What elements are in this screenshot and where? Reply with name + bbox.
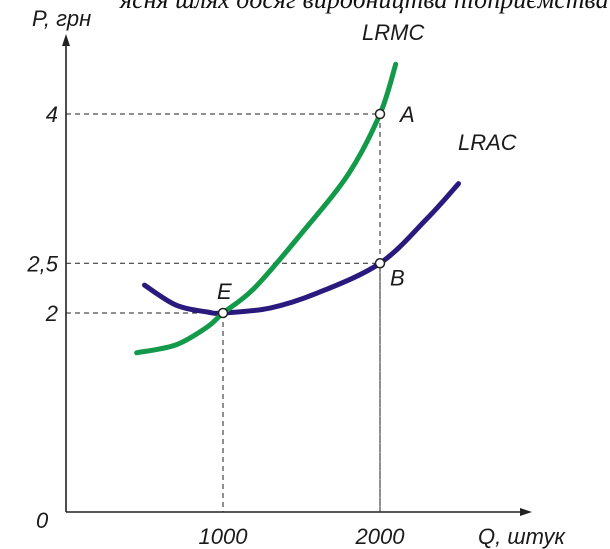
point-a xyxy=(374,108,386,120)
origin-label: 0 xyxy=(36,508,49,533)
point-b xyxy=(374,258,386,269)
x-tick-label: 1000 xyxy=(199,524,249,549)
series-label-lrac: LRAC xyxy=(458,130,517,155)
x-axis-label: Q, штук xyxy=(478,524,566,549)
y-tick-label: 2,5 xyxy=(26,251,58,276)
series-lrac-line xyxy=(142,181,461,316)
y-axis-label: P, грн xyxy=(32,6,91,31)
point-label-b: B xyxy=(390,265,405,290)
y-tick-label: 2 xyxy=(45,301,58,326)
point-label-e: E xyxy=(217,279,232,304)
x-tick-label: 2000 xyxy=(355,524,406,549)
header-fragment: ясня шлях досяг виробництва підприємства… xyxy=(119,0,610,14)
y-axis-arrow xyxy=(62,34,70,46)
series-label-lrmc: LRMC xyxy=(362,20,424,45)
y-tick-label: 4 xyxy=(46,102,58,127)
point-label-a: A xyxy=(398,102,415,127)
series-lrmc-line xyxy=(134,61,399,356)
x-axis-arrow xyxy=(520,508,532,516)
point-e xyxy=(217,307,229,319)
